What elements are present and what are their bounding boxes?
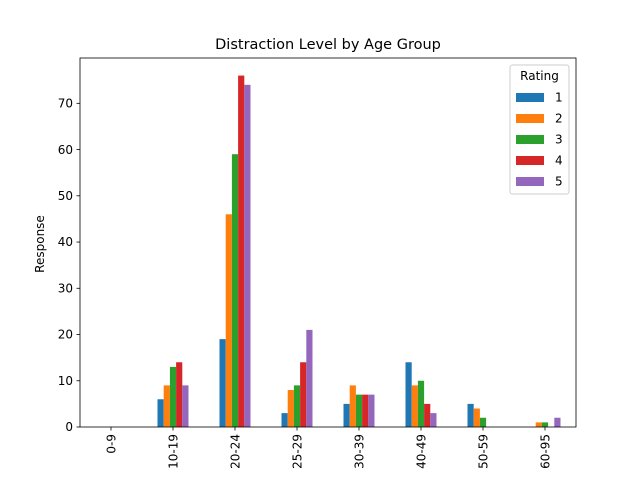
y-tick-label-40: 40 [58,235,73,249]
bar-50-59-rating-2 [473,408,480,427]
bar-10-19-rating-4 [176,362,183,427]
bar-40-49-rating-4 [424,403,431,427]
y-tick-label-30: 30 [58,281,73,295]
bar-30-39-rating-5 [368,394,375,427]
bar-60-95-rating-2 [535,422,542,427]
bar-25-29-rating-1 [281,413,288,427]
bar-10-19-rating-3 [169,366,177,427]
y-tick-label-10: 10 [58,374,73,388]
bar-20-24-rating-4 [238,75,245,427]
legend-label-5: 5 [555,175,563,189]
legend-label-1: 1 [555,91,563,105]
y-tick-label-0: 0 [65,420,73,434]
bar-40-49-rating-2 [411,385,418,427]
legend-label-4: 4 [555,154,563,168]
y-axis-title: Response [33,215,47,273]
x-tick-label-50-59: 50-59 [476,434,490,469]
legend: Rating 1 2 3 4 5 [509,64,570,195]
bar-20-24-rating-5 [244,84,251,427]
legend-swatch-2 [516,114,544,123]
bar-10-19-rating-2 [163,385,170,427]
x-tick-label-40-49: 40-49 [414,434,428,469]
bar-20-24-rating-2 [225,214,232,427]
bar-40-49-rating-1 [405,362,412,427]
bar-40-49-rating-3 [417,380,425,427]
bar-25-29-rating-2 [287,390,294,427]
bar-25-29-rating-3 [293,385,301,427]
bars-layer [157,75,561,427]
bar-10-19-rating-1 [157,399,164,427]
legend-swatch-1 [516,93,544,102]
bar-50-59-rating-1 [467,403,474,427]
y-tick-label-20: 20 [58,328,73,342]
bar-60-95-rating-3 [541,422,549,427]
y-tick-label-70: 70 [58,97,73,111]
bar-30-39-rating-4 [362,394,369,427]
legend-swatch-5 [516,177,544,186]
bar-30-39-rating-1 [343,403,350,427]
x-tick-label-25-29: 25-29 [290,434,304,469]
legend-label-2: 2 [555,112,563,126]
legend-title: Rating [520,69,559,83]
bar-60-95-rating-5 [554,417,561,427]
plot-frame [79,57,577,428]
bar-30-39-rating-3 [355,394,363,427]
x-tick-label-20-24: 20-24 [228,434,242,469]
axes-layer: 0 10 20 30 40 50 60 70 0-9 10-19 20-24 25-29 30-39 40… [58,57,577,469]
x-tick-label-30-39: 30-39 [352,434,366,469]
y-tick-label-60: 60 [58,143,73,157]
x-tick-label-0-9: 0-9 [104,434,118,454]
bar-40-49-rating-5 [430,413,437,427]
legend-swatch-3 [516,135,544,144]
bar-20-24-rating-1 [219,339,226,427]
chart-title: Distraction Level by Age Group [215,37,441,53]
bar-25-29-rating-5 [306,329,313,427]
legend-label-3: 3 [555,133,563,147]
bar-50-59-rating-3 [479,417,487,427]
y-tick-label-50: 50 [58,189,73,203]
bar-20-24-rating-3 [231,154,239,427]
x-tick-label-10-19: 10-19 [166,434,180,469]
x-tick-label-60-95: 60-95 [538,434,552,469]
bar-10-19-rating-5 [182,385,189,427]
bar-30-39-rating-2 [349,385,356,427]
legend-swatch-4 [516,156,544,165]
bar-25-29-rating-4 [300,362,307,427]
